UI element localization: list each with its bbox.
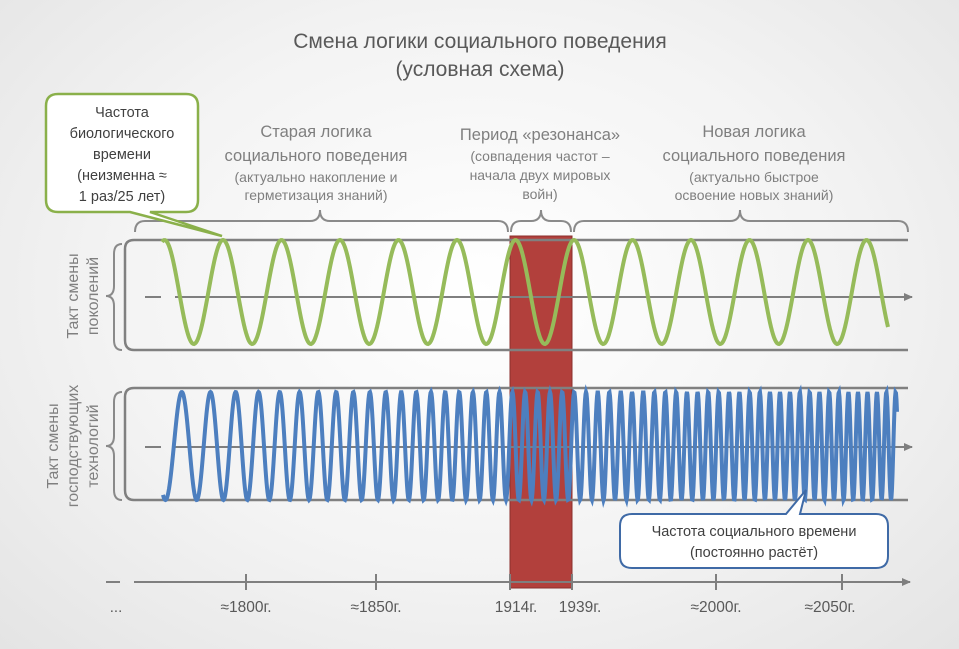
- generations-wave: [160, 237, 890, 347]
- timeline-ellipsis: ...: [110, 599, 123, 616]
- new-logic-heading-line2: социального поведения: [663, 147, 846, 165]
- resonance-sub-line3: войн): [522, 186, 557, 202]
- new-logic-brace: [573, 209, 909, 233]
- diagram-title-line1: Смена логики социального поведения: [293, 30, 667, 53]
- tick-label-1914: 1914г.: [495, 599, 538, 616]
- social-callout-line1: Частота социального времени: [652, 524, 857, 540]
- old-logic-heading-line1: Старая логика: [260, 123, 372, 141]
- old-logic-heading-line2: социального поведения: [225, 147, 408, 165]
- resonance-brace: [510, 209, 572, 233]
- technologies-label-line3: технологий: [85, 404, 102, 487]
- generations-frame: [123, 238, 908, 352]
- old-logic-sub-line1: (актуально накопление и: [235, 169, 398, 185]
- social-callout-line2: (постоянно растёт): [690, 545, 818, 561]
- technologies-label-line1: Такт смены: [45, 403, 62, 488]
- tick-label-1939: 1939г.: [559, 599, 602, 616]
- bio-callout-line3: времени: [93, 147, 151, 163]
- technologies-wave: [161, 384, 899, 508]
- technologies-label-line2: господствующих: [65, 385, 82, 508]
- diagram-title-line2: (условная схема): [395, 58, 564, 81]
- bio-callout-line1: Частота: [95, 105, 150, 121]
- new-logic-sub-line2: освоение новых знаний): [675, 187, 834, 203]
- timeline-ticks: [245, 574, 843, 590]
- tick-label-1800: ≈1800г.: [220, 599, 271, 616]
- old-logic-brace: [134, 209, 509, 233]
- tick-label-1850: ≈1850г.: [350, 599, 401, 616]
- generations-brace: [105, 243, 123, 351]
- tick-label-2000: ≈2000г.: [690, 599, 741, 616]
- resonance-heading: Период «резонанса»: [460, 126, 620, 144]
- tick-label-2050: ≈2050г.: [804, 599, 855, 616]
- social-time-callout: Частота социального времени (постоянно р…: [619, 489, 889, 569]
- technologies-frame: [123, 386, 908, 502]
- new-logic-sub-line1: (актуально быстрое: [689, 169, 819, 185]
- generations-label-line2: поколений: [85, 257, 102, 335]
- generations-label-line1: Такт смены: [65, 253, 82, 338]
- bio-callout-line5: 1 раз/25 лет): [79, 189, 165, 205]
- resonance-sub-line1: (совпадения частот –: [470, 148, 610, 164]
- technologies-brace: [105, 391, 123, 501]
- bio-callout-line4: (неизменна ≈: [77, 168, 167, 184]
- bio-time-callout: Частота биологического времени (неизменн…: [44, 92, 223, 238]
- bio-callout-line2: биологического: [70, 126, 175, 142]
- resonance-sub-line2: начала двух мировых: [470, 167, 611, 183]
- old-logic-sub-line2: герметизация знаний): [244, 187, 387, 203]
- new-logic-heading-line1: Новая логика: [702, 123, 806, 141]
